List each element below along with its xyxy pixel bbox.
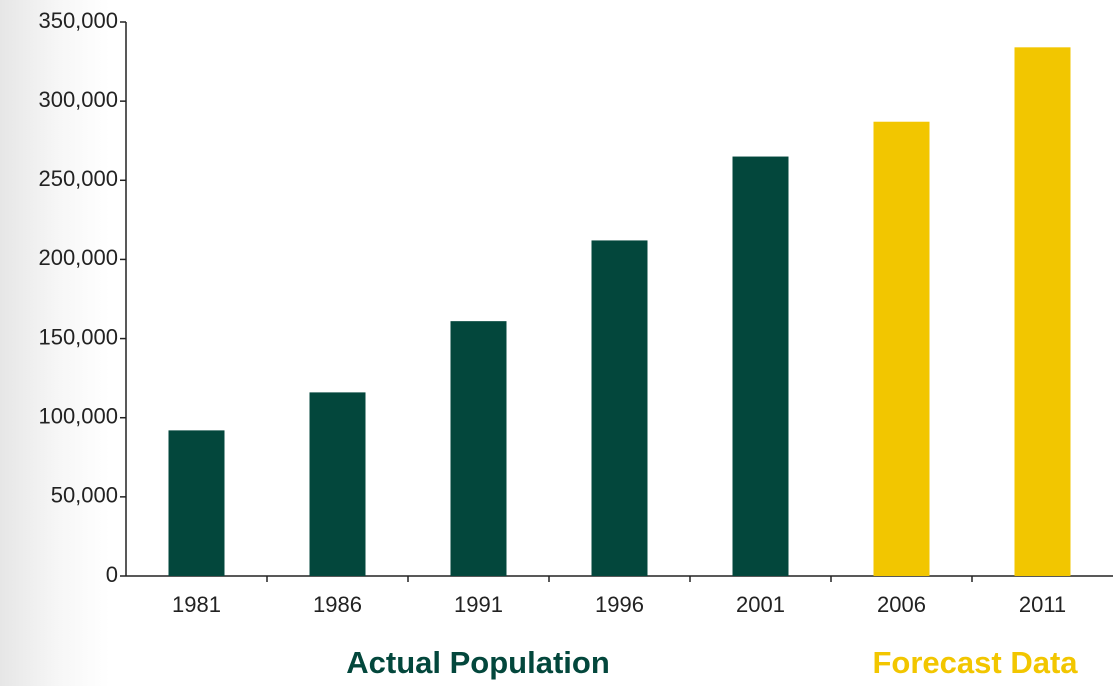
x-tick-label: 2001	[736, 592, 785, 617]
y-tick-label: 300,000	[38, 87, 118, 112]
bar	[591, 240, 648, 577]
x-tick-label: 1981	[172, 592, 221, 617]
x-tick-label: 1986	[313, 592, 362, 617]
y-tick-label: 150,000	[38, 324, 118, 349]
y-tick-label: 350,000	[38, 8, 118, 33]
y-tick-label: 0	[106, 562, 118, 587]
x-tick-label: 2011	[1019, 592, 1066, 617]
bar	[450, 321, 507, 576]
y-tick-label: 100,000	[38, 404, 118, 429]
legend-label: Forecast Data	[872, 645, 1078, 680]
x-tick-label: 2006	[877, 592, 926, 617]
bar	[309, 392, 366, 576]
y-tick-label: 50,000	[51, 483, 118, 508]
bar	[873, 121, 930, 576]
y-tick-label: 250,000	[38, 166, 118, 191]
bar	[168, 430, 225, 576]
x-tick-label: 1991	[454, 592, 503, 617]
bar	[732, 156, 789, 577]
x-tick-label: 1996	[595, 592, 644, 617]
legend-label: Actual Population	[346, 645, 610, 680]
bar	[1014, 47, 1071, 577]
y-tick-label: 200,000	[38, 245, 118, 270]
